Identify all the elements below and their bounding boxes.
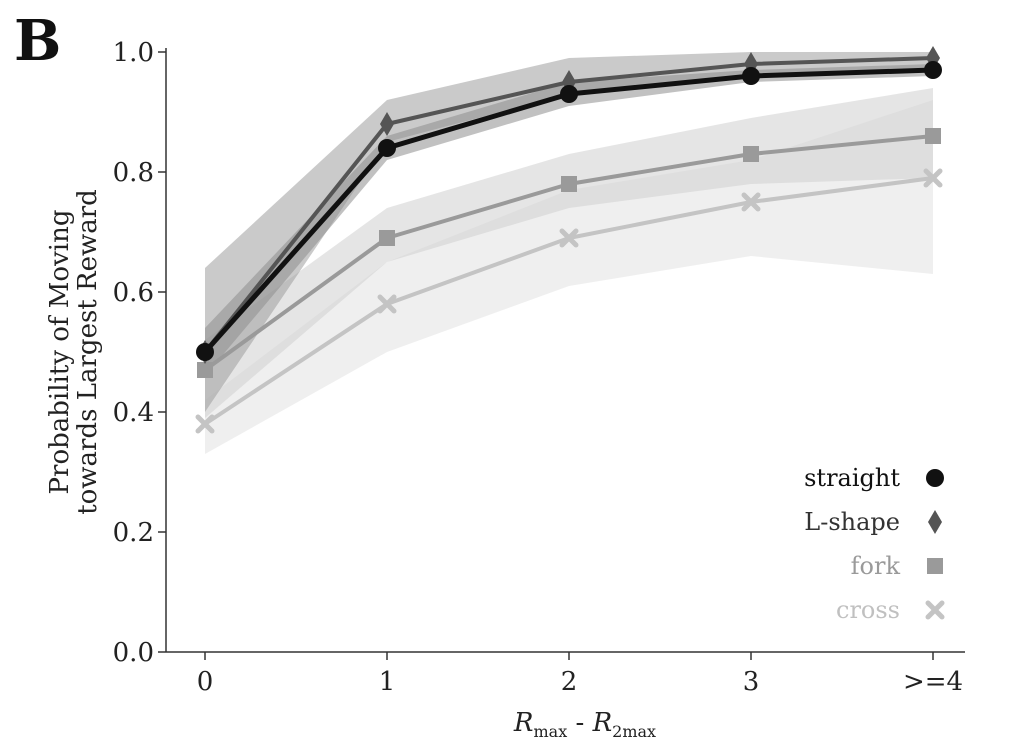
x-axis-title-r2: R (592, 708, 613, 738)
series-markers (195, 46, 943, 434)
y-tick-label: 0.2 (113, 518, 154, 548)
x-tick-label: 2 (561, 667, 578, 697)
legend-marker-fork (927, 558, 943, 574)
y-axis-title: Probability of Moving towards Largest Re… (45, 189, 103, 515)
x-tick-label: >=4 (903, 667, 963, 697)
marker-straight (924, 61, 942, 79)
y-axis-title-line1: Probability of Moving (45, 210, 75, 495)
marker-cross (559, 228, 579, 248)
marker-fork (925, 128, 941, 144)
y-tick-label: 0.6 (113, 278, 154, 308)
legend-marker-straight (926, 469, 944, 487)
x-tick-label: 3 (743, 667, 760, 697)
marker-cross (195, 414, 215, 434)
legend-label-straight: straight (804, 464, 900, 492)
y-tick-label: 0.8 (113, 158, 154, 188)
legend-label-l-shape: L-shape (804, 508, 900, 536)
marker-cross (923, 168, 943, 188)
legend: straight L-shape fork cross (804, 464, 945, 624)
y-tick-label: 0.0 (113, 638, 154, 668)
band-cross (205, 100, 933, 454)
band-fork (205, 88, 933, 418)
marker-fork (561, 176, 577, 192)
y-tick-label: 0.4 (113, 398, 154, 428)
x-axis-title: Rmax - R2max (513, 708, 656, 740)
axes (165, 48, 965, 653)
x-axis-title-sep: - (567, 708, 592, 738)
marker-fork (743, 146, 759, 162)
marker-fork (197, 362, 213, 378)
legend-marker-l-shape (928, 510, 942, 534)
marker-cross (377, 294, 397, 314)
x-tick-label: 0 (197, 667, 214, 697)
x-tick-label: 1 (379, 667, 396, 697)
y-axis-title-line2: towards Largest Reward (73, 189, 103, 515)
confidence-bands (205, 52, 933, 454)
marker-straight (742, 67, 760, 85)
marker-straight (560, 85, 578, 103)
y-tick-label: 1.0 (113, 38, 154, 68)
x-axis-title-sub2: 2max (612, 722, 656, 740)
legend-label-cross: cross (836, 596, 900, 624)
x-axis-title-r1: R (513, 708, 534, 738)
marker-fork (379, 230, 395, 246)
y-axis-ticks: 0.0 0.2 0.4 0.6 0.8 1.0 (113, 38, 166, 668)
legend-marker-cross (925, 600, 945, 620)
x-axis-ticks: 0 1 2 3 >=4 (197, 652, 963, 697)
x-axis-title-sub1: max (534, 722, 568, 740)
marker-straight (196, 343, 214, 361)
marker-cross (741, 192, 761, 212)
panel-label: B (14, 8, 61, 74)
marker-l-shape (380, 112, 394, 136)
legend-label-fork: fork (851, 552, 901, 580)
marker-straight (378, 139, 396, 157)
